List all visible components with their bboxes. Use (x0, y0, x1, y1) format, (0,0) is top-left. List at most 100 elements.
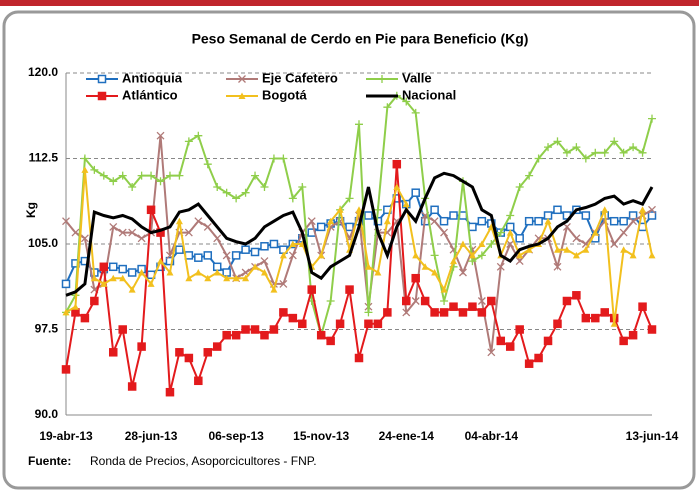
x-tick-label: 19-abr-13 (39, 429, 93, 443)
marker (431, 269, 439, 276)
y-tick-label: 90.0 (35, 407, 59, 421)
marker (260, 269, 268, 276)
x-tick-label: 04-abr-14 (465, 429, 519, 443)
marker (345, 222, 354, 232)
marker (648, 114, 656, 123)
marker (137, 234, 146, 243)
x-tick-label: 13-jun-14 (626, 429, 679, 443)
marker (619, 228, 628, 237)
marker (127, 268, 137, 277)
marker (165, 171, 174, 180)
marker (572, 143, 581, 152)
marker (288, 194, 297, 203)
marker (458, 211, 468, 220)
marker (289, 240, 297, 247)
marker (213, 234, 222, 243)
marker (572, 251, 580, 259)
marker (402, 308, 411, 317)
marker (184, 137, 193, 146)
marker (279, 308, 288, 317)
marker (459, 268, 467, 277)
marker (203, 160, 212, 169)
marker (468, 257, 477, 266)
marker (562, 148, 571, 157)
marker (326, 297, 335, 305)
marker (477, 216, 487, 226)
marker (128, 183, 137, 191)
marker (515, 325, 524, 334)
marker (90, 296, 99, 306)
marker (100, 280, 108, 287)
marker (553, 205, 562, 215)
marker (572, 291, 581, 300)
marker (354, 353, 364, 363)
marker (383, 217, 391, 225)
marker (251, 263, 259, 270)
marker (99, 171, 108, 180)
marker (260, 257, 269, 266)
marker (364, 263, 372, 270)
marker (411, 188, 420, 197)
marker (402, 200, 410, 208)
marker (619, 216, 628, 226)
marker (412, 251, 420, 259)
marker (147, 280, 155, 287)
marker (288, 313, 298, 323)
marker (420, 296, 430, 306)
marker (194, 217, 203, 226)
marker (478, 240, 486, 247)
marker (146, 205, 156, 215)
marker (392, 159, 402, 169)
y-tick-label: 97.5 (35, 322, 59, 336)
y-tick-label: 120.0 (28, 65, 58, 79)
marker (506, 211, 515, 220)
marker (62, 308, 70, 316)
marker (81, 166, 89, 173)
marker (544, 143, 553, 152)
marker (487, 348, 496, 357)
marker (600, 308, 609, 317)
marker (402, 97, 411, 106)
marker (619, 148, 628, 157)
marker (562, 296, 572, 306)
marker (80, 154, 89, 163)
marker (629, 251, 637, 259)
marker (307, 285, 316, 294)
marker (477, 251, 486, 260)
marker (137, 342, 146, 351)
marker (468, 251, 476, 259)
marker (525, 171, 534, 180)
marker (298, 319, 307, 329)
marker (543, 336, 553, 346)
marker (364, 319, 373, 329)
marker (591, 148, 600, 157)
marker (128, 286, 136, 293)
marker (127, 382, 137, 391)
x-tick-label: 06-sep-13 (208, 429, 264, 443)
marker (288, 251, 297, 260)
marker (71, 228, 80, 237)
marker (238, 92, 246, 99)
marker (383, 103, 392, 112)
marker (298, 183, 307, 191)
y-axis-label: Kg (24, 202, 38, 218)
marker (118, 325, 127, 334)
marker (250, 247, 260, 257)
marker (373, 205, 382, 214)
marker (459, 240, 467, 247)
x-tick-label: 28-jun-13 (125, 429, 178, 443)
marker (487, 240, 496, 248)
legend-label: Atlántico (122, 87, 178, 102)
marker (648, 251, 656, 259)
marker (553, 319, 562, 329)
marker (430, 205, 439, 215)
marker (90, 274, 98, 282)
marker (222, 251, 231, 260)
marker (166, 269, 174, 276)
marker (109, 274, 117, 282)
marker (591, 313, 600, 323)
marker (648, 205, 656, 214)
marker (572, 234, 581, 243)
marker (231, 330, 241, 340)
marker (203, 222, 212, 231)
